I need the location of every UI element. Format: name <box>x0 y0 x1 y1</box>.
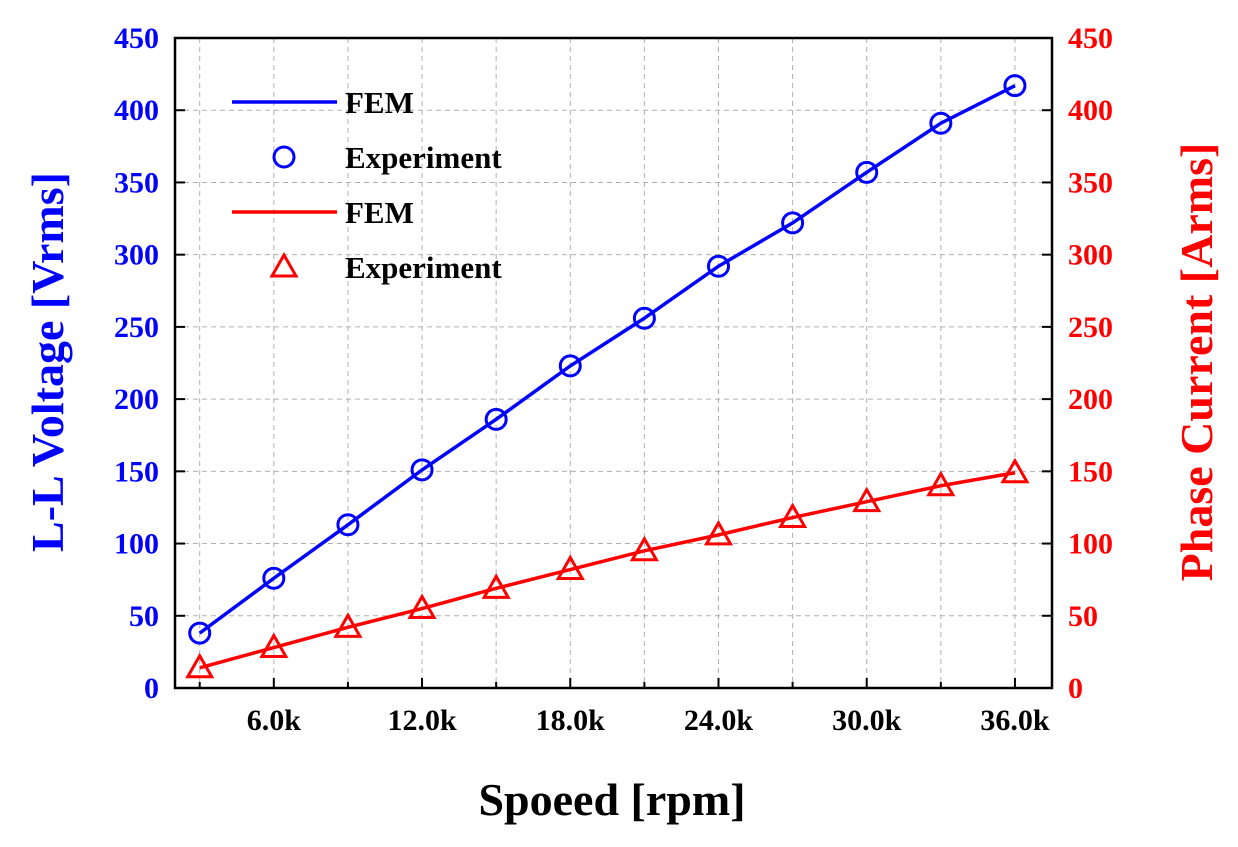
right-axis-title: Phase Current [Arms] <box>1171 143 1222 582</box>
current-experiment-point <box>481 573 511 599</box>
series-layer <box>185 74 1030 679</box>
current-experiment-point <box>407 593 437 620</box>
right-tick-label: 50 <box>1068 600 1098 633</box>
current-experiment-point <box>852 486 882 513</box>
left-tick-label: 250 <box>114 311 159 344</box>
grid <box>175 38 1052 688</box>
left-tick-label: 450 <box>114 22 159 55</box>
voltage-experiment-point <box>632 306 656 330</box>
right-tick-label: 150 <box>1068 455 1113 488</box>
left-tick-label: 0 <box>144 672 159 705</box>
current-experiment-point <box>703 519 734 546</box>
left-tick-label: 50 <box>129 600 159 633</box>
legend-current-experiment-swatch <box>269 251 299 278</box>
current-experiment-point <box>778 502 808 529</box>
voltage-experiment-point <box>410 458 434 482</box>
legend-current-fem-label: FEM <box>345 195 414 230</box>
right-tick-label: 450 <box>1068 22 1113 55</box>
legend-current-fem: FEM <box>232 195 414 230</box>
right-tick-label: 350 <box>1068 166 1113 199</box>
current-experiment-point <box>1000 457 1030 484</box>
current-experiment-point <box>259 632 289 659</box>
left-tick-label: 350 <box>114 166 159 199</box>
legend-voltage-experiment-label: Experiment <box>345 140 502 175</box>
legend-current-experiment: Experiment <box>269 250 502 285</box>
x-tick-label: 36.0k <box>980 704 1050 737</box>
legend: FEM Experiment FEM Experiment <box>232 85 502 285</box>
legend-voltage-fem-label: FEM <box>345 85 414 120</box>
left-tick-label: 100 <box>114 528 159 561</box>
plot-frame <box>173 36 1054 690</box>
right-tick-label: 400 <box>1068 94 1113 127</box>
voltage-experiment-point <box>781 211 805 235</box>
left-tick-label: 400 <box>114 94 159 127</box>
current-fem-line <box>199 471 1016 670</box>
x-tick-label: 18.0k <box>536 704 606 737</box>
left-tick-label: 150 <box>114 455 159 488</box>
right-tick-label: 100 <box>1068 528 1113 561</box>
voltage-experiment-point <box>855 160 879 184</box>
voltage-experiment-point <box>484 407 508 431</box>
voltage-experiment-point <box>706 254 730 278</box>
voltage-fem-line <box>198 84 1016 635</box>
left-tick-label: 300 <box>114 239 159 272</box>
legend-voltage-experiment-swatch <box>272 145 296 169</box>
voltage-experiment-point <box>188 621 212 645</box>
x-tick-label: 12.0k <box>387 704 457 737</box>
right-tick-label: 0 <box>1068 672 1083 705</box>
legend-current-experiment-label: Experiment <box>345 250 502 285</box>
right-tick-label: 200 <box>1068 383 1113 416</box>
voltage-experiment-point <box>262 566 286 590</box>
current-experiment-point <box>333 612 363 638</box>
left-axis-title: L-L Voltage [Vrms] <box>22 172 73 552</box>
current-experiment-point <box>926 470 956 497</box>
current-experiment-point <box>629 535 659 562</box>
voltage-experiment-point <box>558 354 582 378</box>
x-tick-label: 6.0k <box>247 704 302 737</box>
voltage-experiment-point <box>336 513 360 537</box>
voltage-experiment-point <box>1003 74 1027 98</box>
x-tick-label: 24.0k <box>684 704 754 737</box>
right-tick-label: 300 <box>1068 239 1113 272</box>
x-tick-label: 30.0k <box>832 704 902 737</box>
current-experiment-point <box>555 554 585 581</box>
legend-voltage-fem: FEM <box>232 85 414 120</box>
voltage-experiment-point <box>929 111 953 135</box>
left-tick-label: 200 <box>114 383 159 416</box>
current-experiment-point <box>185 652 215 679</box>
x-axis-title: Spoeed [rpm] <box>478 774 745 825</box>
right-tick-label: 250 <box>1068 311 1113 344</box>
legend-voltage-experiment: Experiment <box>272 140 502 175</box>
ticks: 6.0k 12.0k 18.0k 24.0k 30.0k 36.0k 0 0 50 50 100 10… <box>114 22 1113 737</box>
